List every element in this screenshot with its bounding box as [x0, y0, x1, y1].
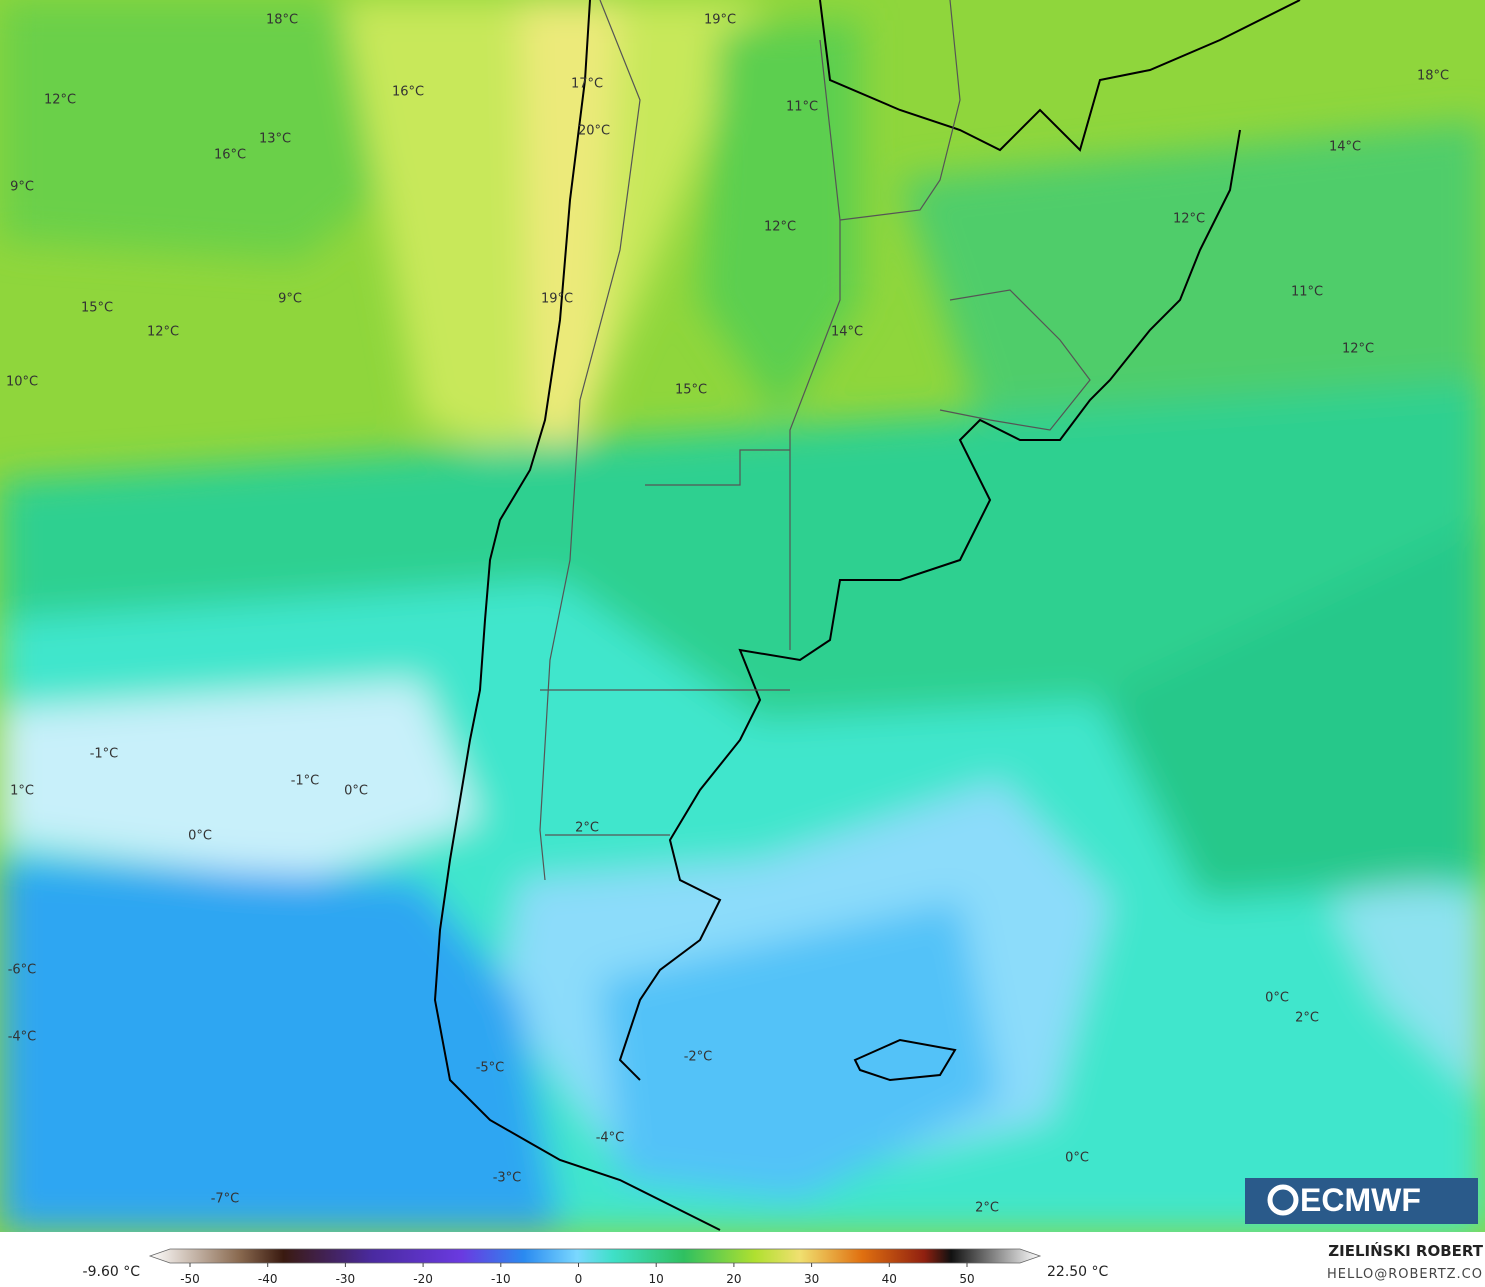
logo-icon	[1267, 1184, 1299, 1216]
colorbar-tick-label: 10	[649, 1272, 664, 1286]
temperature-label: 12°C	[147, 325, 179, 340]
temperature-label: 12°C	[1342, 342, 1374, 357]
colorbar-tick-label: 30	[804, 1272, 819, 1286]
colorbar-tick-label: -40	[258, 1272, 278, 1286]
temperature-label: 2°C	[575, 821, 599, 836]
temperature-label: 12°C	[764, 220, 796, 235]
colorbar-max: 22.50 °C	[1047, 1264, 1109, 1280]
temperature-label: 0°C	[344, 784, 368, 799]
colorbar-tick-label: 50	[959, 1272, 974, 1286]
author-name: ZIELIŃSKI ROBERT	[1328, 1241, 1483, 1260]
temperature-label: 1°C	[10, 784, 34, 799]
map-field	[0, 0, 1485, 1232]
temperature-label: 16°C	[392, 85, 424, 100]
author-contact: HELLO@ROBERTZ.CO	[1327, 1267, 1483, 1282]
temperature-label: 18°C	[266, 13, 298, 28]
temperature-label: -7°C	[211, 1192, 240, 1207]
temperature-label: 11°C	[786, 100, 818, 115]
temperature-label: 12°C	[44, 93, 76, 108]
temperature-label: 0°C	[188, 829, 212, 844]
temperature-label: 10°C	[6, 375, 38, 390]
temperature-label: 20°C	[578, 124, 610, 139]
temperature-label: -2°C	[684, 1050, 713, 1065]
temperature-label: -1°C	[291, 774, 320, 789]
temperature-label: -5°C	[476, 1061, 505, 1076]
temperature-label: 15°C	[675, 383, 707, 398]
colorbar-tick-label: 40	[882, 1272, 897, 1286]
colorbar-tick-label: -30	[336, 1272, 356, 1286]
temperature-label: 13°C	[259, 132, 291, 147]
temperature-label: 18°C	[1417, 69, 1449, 84]
temperature-label: 14°C	[1329, 140, 1361, 155]
temperature-label: -3°C	[493, 1171, 522, 1186]
temperature-label: 12°C	[1173, 212, 1205, 227]
temperature-label: -4°C	[596, 1131, 625, 1146]
colorbar-tick-label: -10	[491, 1272, 511, 1286]
temperature-label: 9°C	[278, 292, 302, 307]
temperature-label: 19°C	[704, 13, 736, 28]
temperature-label: 0°C	[1265, 991, 1289, 1006]
temperature-label: -6°C	[8, 963, 37, 978]
colorbar	[148, 1248, 1042, 1264]
temperature-label: 0°C	[1065, 1151, 1089, 1166]
temperature-label: 9°C	[10, 180, 34, 195]
temperature-label: 11°C	[1291, 285, 1323, 300]
colorbar-tick-label: 20	[726, 1272, 741, 1286]
temperature-label: 19°C	[541, 292, 573, 307]
colorbar-min: -9.60 °C	[83, 1264, 141, 1280]
colorbar-tick-label: -20	[413, 1272, 433, 1286]
temperature-label: 2°C	[975, 1201, 999, 1216]
logo-text: ECMWF	[1300, 1182, 1421, 1218]
temperature-label: -1°C	[90, 747, 119, 762]
temperature-label: -4°C	[8, 1030, 37, 1045]
borders	[539, 0, 1091, 881]
temperature-label: 14°C	[831, 325, 863, 340]
colorbar-tick-label: 0	[575, 1272, 583, 1286]
logo: ECMWF	[1245, 1178, 1478, 1224]
temperature-label: 2°C	[1295, 1011, 1319, 1026]
temperature-label: 16°C	[214, 148, 246, 163]
colorbar-tick-label: -50	[180, 1272, 200, 1286]
colorbar-ticks: -50 -40 -30 -20 -10 0 10 20 30 40 50	[180, 1263, 975, 1286]
temperature-label: 17°C	[571, 77, 603, 92]
temperature-labels: 18°C 19°C 17°C 16°C 12°C 20°C 13°C 11°C 16°C 9°C 1…	[6, 13, 1449, 1216]
temperature-label: 15°C	[81, 301, 113, 316]
coastline	[433, 0, 1301, 1231]
